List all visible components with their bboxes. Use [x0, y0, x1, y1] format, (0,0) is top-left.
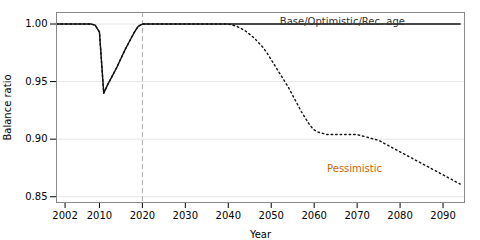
svg-text:2060: 2060	[301, 210, 326, 221]
svg-text:Base/Optimistic/Rec. age: Base/Optimistic/Rec. age	[280, 16, 405, 27]
svg-text:2040: 2040	[216, 210, 241, 221]
svg-text:0.90: 0.90	[25, 133, 47, 144]
svg-text:0.85: 0.85	[25, 191, 47, 202]
svg-text:Pessimistic: Pessimistic	[327, 163, 382, 174]
svg-text:1.00: 1.00	[25, 18, 47, 29]
svg-text:2090: 2090	[430, 210, 455, 221]
svg-text:2020: 2020	[130, 210, 155, 221]
svg-text:Year: Year	[249, 229, 272, 240]
svg-text:2002: 2002	[52, 210, 77, 221]
svg-text:2030: 2030	[173, 210, 198, 221]
svg-text:2080: 2080	[387, 210, 412, 221]
svg-text:2070: 2070	[344, 210, 369, 221]
svg-text:2010: 2010	[87, 210, 112, 221]
svg-text:Balance ratio: Balance ratio	[2, 74, 13, 140]
svg-text:0.95: 0.95	[25, 76, 47, 87]
svg-text:2050: 2050	[259, 210, 284, 221]
